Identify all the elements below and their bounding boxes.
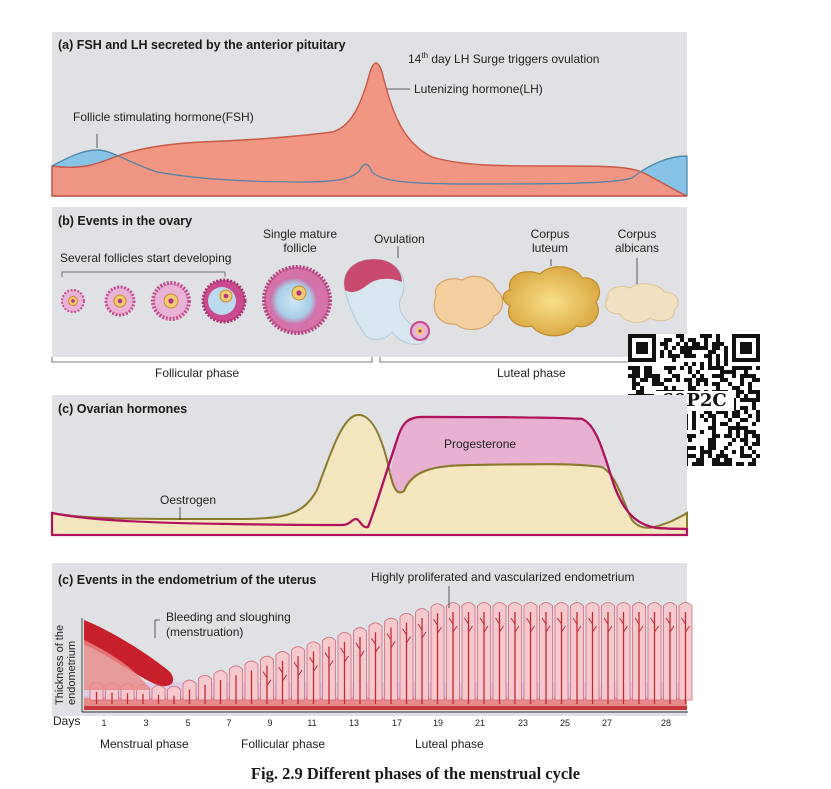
- spiral-artery-branch: [262, 671, 272, 686]
- endometrial-gland: [151, 684, 166, 701]
- highly-proliferated-label: Highly proliferated and vascularized end…: [371, 570, 635, 584]
- spiral-artery-branch: [619, 617, 628, 633]
- ovary-luteal-phase-label: Luteal phase: [497, 366, 566, 380]
- day-tick-label: 25: [559, 718, 570, 728]
- spiral-artery-branch: [309, 657, 318, 672]
- follicle-3: [151, 281, 191, 321]
- lh-surge-label: 14th day LH Surge triggers ovulation: [408, 51, 600, 66]
- spiral-artery-branch: [603, 617, 613, 633]
- mature-follicle: [262, 265, 332, 335]
- spiral-artery-branch: [278, 666, 287, 682]
- spiral-artery-branch: [433, 618, 442, 634]
- spiral-artery-branch: [417, 623, 427, 639]
- day-tick-label: 7: [226, 718, 232, 728]
- endometrium-basal-vessel: [84, 706, 687, 710]
- follicle-4: [201, 278, 247, 324]
- oestrogen-label: Oestrogen: [160, 493, 217, 507]
- spiral-artery-branch: [541, 617, 551, 633]
- spiral-artery-branch: [634, 617, 644, 633]
- day-tick-label: 27: [601, 718, 612, 728]
- spiral-artery-branch: [340, 647, 349, 663]
- lh-label: Lutenizing hormone(LH): [414, 82, 543, 96]
- endometrium-illustration: [81, 586, 693, 713]
- day-tick-label: 3: [143, 718, 149, 728]
- ovary-follicular-phase-label: Follicular phase: [155, 366, 240, 380]
- endometrium-luteal-phase-label: Luteal phase: [415, 737, 484, 751]
- spiral-artery-branch: [448, 617, 458, 633]
- day-tick-label: 28: [660, 718, 671, 728]
- sloughing-tissue: [84, 640, 150, 690]
- day-tick-label: 13: [348, 718, 359, 728]
- day-tick-label: 1: [101, 718, 107, 728]
- follicle-2: [104, 285, 136, 317]
- spiral-artery-branch: [526, 617, 535, 633]
- spiral-artery-branch: [495, 617, 504, 633]
- fsh-lh-curves: [51, 62, 688, 197]
- endometrial-gland: [167, 685, 181, 701]
- days-axis-label: Days: [53, 714, 81, 728]
- several-follicles-label: Several follicles start developing: [60, 251, 232, 265]
- menstrual-bleeding: [84, 620, 174, 687]
- spiral-artery-branch: [324, 652, 334, 667]
- corpus-luteum: [502, 266, 601, 337]
- bleeding-label: Bleeding and sloughing (menstruation): [166, 610, 291, 639]
- follicle-1: [61, 289, 85, 313]
- spiral-artery-branch: [650, 617, 659, 633]
- lh-area: [51, 62, 688, 197]
- spiral-artery-branch: [479, 617, 489, 633]
- panel-a-title: (a) FSH and LH secreted by the anterior …: [58, 38, 346, 52]
- corpus-albicans-label: Corpus albicans: [614, 227, 660, 255]
- figure-caption: Fig. 2.9 Different phases of the menstru…: [250, 764, 581, 783]
- spiral-artery-branch: [293, 661, 303, 677]
- ovary-illustrations: [51, 246, 688, 363]
- spiral-artery-branch: [665, 617, 675, 633]
- endometrium-follicular-phase-label: Follicular phase: [241, 737, 326, 751]
- spiral-artery-branch: [588, 617, 597, 633]
- spiral-artery-branch: [386, 633, 396, 648]
- panel-c-title: (c) Ovarian hormones: [58, 402, 188, 416]
- ovarian-hormone-curves: [50, 413, 689, 537]
- single-mature-follicle-label: Single mature follicle: [262, 227, 338, 255]
- spiral-artery-branch: [355, 642, 365, 658]
- panel-b-title: (b) Events in the ovary: [58, 214, 193, 228]
- spiral-artery-branch: [572, 617, 582, 633]
- spiral-artery-branch: [402, 628, 411, 644]
- day-tick-label: 17: [391, 718, 402, 728]
- day-tick-label: 21: [474, 718, 485, 728]
- bleeding-leader: [154, 619, 160, 638]
- day-tick-label: 19: [432, 718, 443, 728]
- spiral-artery-branch: [557, 617, 566, 633]
- day-tick-label: 11: [307, 718, 317, 728]
- day-tick-label: 23: [517, 718, 528, 728]
- ovulation-label: Ovulation: [374, 232, 425, 246]
- spiral-artery-branch: [464, 617, 473, 633]
- corpus-albicans: [604, 283, 679, 323]
- menstrual-phase-label: Menstrual phase: [100, 737, 189, 751]
- fsh-label: Follicle stimulating hormone(FSH): [73, 110, 254, 124]
- spiral-artery-branch: [371, 638, 380, 653]
- ovulating-follicle: [343, 246, 430, 345]
- progesterone-label: Progesterone: [444, 437, 517, 451]
- day-tick-label: 5: [185, 718, 191, 728]
- panel-d-title: (c) Events in the endometrium of the ute…: [58, 573, 317, 587]
- spiral-artery-branch: [510, 617, 520, 633]
- spiral-artery-branch: [681, 617, 690, 633]
- early-corpus-luteum: [433, 275, 504, 331]
- day-tick-label: 9: [267, 718, 273, 728]
- corpus-luteum-label: Corpus luteum: [530, 227, 570, 255]
